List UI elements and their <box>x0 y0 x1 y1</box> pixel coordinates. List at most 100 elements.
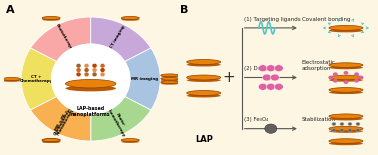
Ellipse shape <box>161 77 179 80</box>
Circle shape <box>344 80 349 84</box>
Text: Chemotherapy: Chemotherapy <box>54 106 74 136</box>
Circle shape <box>332 122 336 126</box>
Text: Photo-
Chemotherapy: Photo- Chemotherapy <box>106 104 130 137</box>
Ellipse shape <box>161 83 179 85</box>
Circle shape <box>270 74 279 81</box>
Circle shape <box>333 72 338 76</box>
Ellipse shape <box>187 75 221 80</box>
Ellipse shape <box>329 75 363 80</box>
Wedge shape <box>91 17 151 62</box>
Circle shape <box>85 69 88 71</box>
Ellipse shape <box>42 19 60 21</box>
Ellipse shape <box>121 19 139 21</box>
Text: A: A <box>6 5 14 15</box>
Circle shape <box>51 44 130 114</box>
Circle shape <box>274 65 283 72</box>
Text: (3) Fe₃O₄: (3) Fe₃O₄ <box>244 117 268 122</box>
Text: Stabilization: Stabilization <box>302 117 336 122</box>
Ellipse shape <box>329 139 363 143</box>
Circle shape <box>85 73 88 76</box>
Ellipse shape <box>121 139 139 142</box>
Text: MR imaging: MR imaging <box>132 77 159 81</box>
Circle shape <box>340 122 344 126</box>
Ellipse shape <box>329 63 363 67</box>
Ellipse shape <box>329 88 363 92</box>
Ellipse shape <box>329 29 363 32</box>
Ellipse shape <box>329 130 363 133</box>
Ellipse shape <box>161 74 179 77</box>
Text: +: + <box>222 70 235 85</box>
Ellipse shape <box>161 76 179 78</box>
Text: CT +
Chemotherapy: CT + Chemotherapy <box>20 75 53 83</box>
Ellipse shape <box>3 78 21 81</box>
Circle shape <box>93 69 96 71</box>
Circle shape <box>274 83 283 90</box>
Text: LAP: LAP <box>195 135 213 144</box>
Ellipse shape <box>42 16 60 20</box>
Circle shape <box>259 65 267 72</box>
Ellipse shape <box>3 80 21 82</box>
Circle shape <box>348 129 352 132</box>
Circle shape <box>356 122 360 126</box>
Wedge shape <box>31 96 91 141</box>
Text: (1) Targeting ligands: (1) Targeting ligands <box>244 17 301 22</box>
Circle shape <box>354 72 359 76</box>
Ellipse shape <box>329 126 363 131</box>
Circle shape <box>77 73 80 76</box>
Ellipse shape <box>187 63 221 66</box>
Circle shape <box>333 79 338 83</box>
Ellipse shape <box>329 25 363 30</box>
Ellipse shape <box>329 142 363 145</box>
Ellipse shape <box>187 94 221 97</box>
Wedge shape <box>31 17 91 62</box>
Wedge shape <box>91 96 151 141</box>
Circle shape <box>356 129 360 132</box>
Circle shape <box>259 83 267 90</box>
Circle shape <box>93 73 96 76</box>
Circle shape <box>328 76 333 79</box>
Circle shape <box>348 122 352 126</box>
Circle shape <box>93 64 96 67</box>
Circle shape <box>266 65 275 72</box>
Circle shape <box>85 64 88 67</box>
Ellipse shape <box>187 78 221 82</box>
Text: (2) Drugs: (2) Drugs <box>244 66 270 71</box>
Circle shape <box>77 69 80 71</box>
Ellipse shape <box>161 79 179 81</box>
Ellipse shape <box>329 66 363 69</box>
Wedge shape <box>21 48 57 110</box>
Circle shape <box>265 124 277 133</box>
Ellipse shape <box>161 81 179 84</box>
Circle shape <box>266 83 275 90</box>
Circle shape <box>359 76 363 79</box>
Text: MR + PA +
Phototherapy: MR + PA + Phototherapy <box>52 106 75 136</box>
Ellipse shape <box>329 91 363 94</box>
Ellipse shape <box>329 114 363 119</box>
Circle shape <box>354 79 359 83</box>
Circle shape <box>332 129 336 132</box>
Ellipse shape <box>42 141 60 143</box>
Wedge shape <box>125 48 160 110</box>
Circle shape <box>262 74 271 81</box>
Circle shape <box>77 64 80 67</box>
Ellipse shape <box>329 117 363 120</box>
Ellipse shape <box>187 60 221 64</box>
Ellipse shape <box>329 78 363 82</box>
Circle shape <box>101 73 104 76</box>
Wedge shape <box>31 96 91 141</box>
Circle shape <box>344 71 349 75</box>
Text: Covalent bonding: Covalent bonding <box>302 17 350 22</box>
Ellipse shape <box>121 16 139 20</box>
Text: LAP-based
nanoplatforms: LAP-based nanoplatforms <box>71 106 110 117</box>
Ellipse shape <box>121 141 139 143</box>
Ellipse shape <box>187 91 221 95</box>
Text: CT imaging: CT imaging <box>110 25 126 49</box>
Ellipse shape <box>42 139 60 142</box>
Text: Electrostatic
adsorption: Electrostatic adsorption <box>302 60 336 71</box>
Ellipse shape <box>65 85 116 91</box>
Text: B: B <box>180 5 188 15</box>
Ellipse shape <box>42 141 60 143</box>
Ellipse shape <box>42 139 60 142</box>
Circle shape <box>101 69 104 71</box>
Circle shape <box>340 129 344 132</box>
